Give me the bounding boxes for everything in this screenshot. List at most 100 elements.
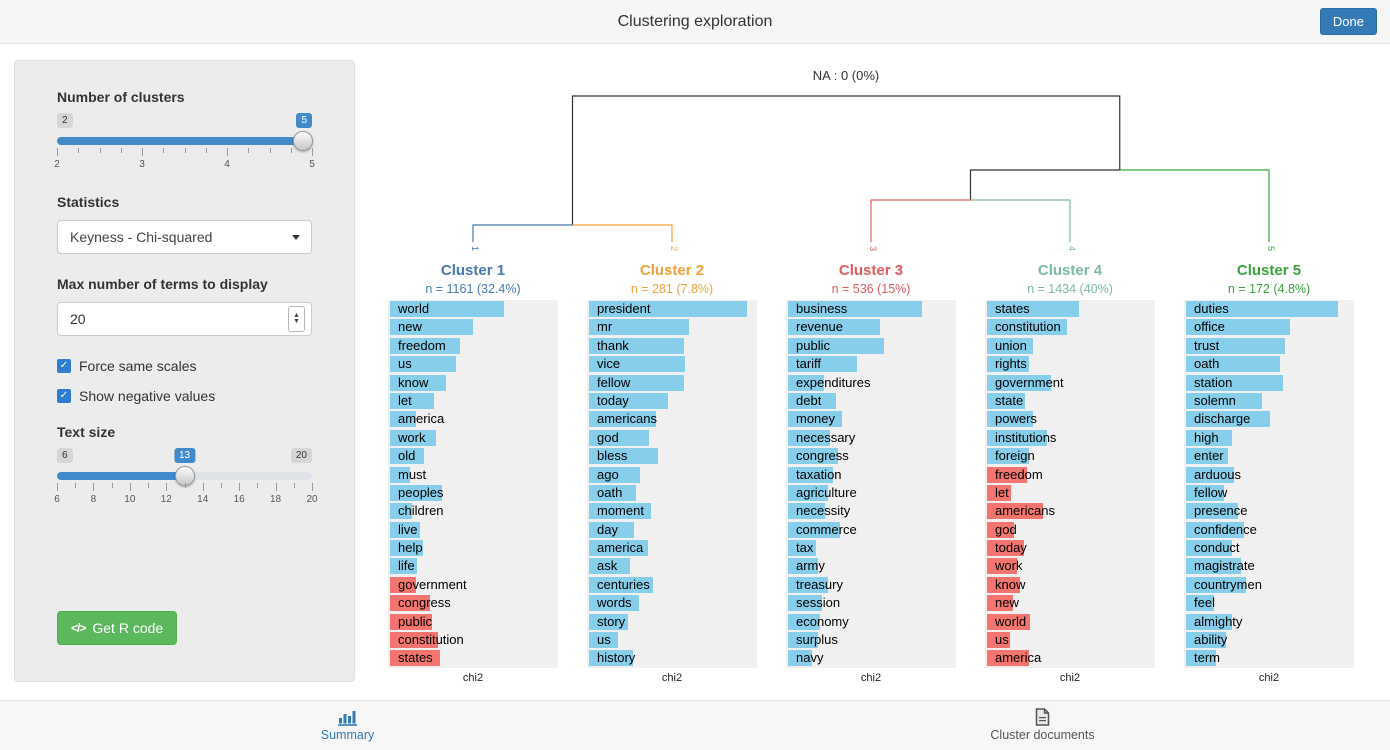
term-bar (589, 429, 649, 446)
dendrogram-branch (571, 95, 1121, 225)
clusters-slider-value-label: 5 (296, 113, 312, 128)
term-label: peoples (398, 484, 444, 500)
term-bar (788, 319, 880, 336)
term-bar (390, 503, 412, 520)
term-bar (788, 337, 884, 354)
term-row: discharge (1184, 410, 1354, 428)
term-bar (987, 319, 1067, 336)
tab-summary[interactable]: Summary (0, 701, 695, 750)
term-label: money (796, 411, 836, 427)
bar-chart-icon (0, 707, 695, 726)
term-bar (788, 429, 830, 446)
term-row: fellow (1184, 484, 1354, 502)
term-bar (987, 540, 1024, 557)
term-bar (788, 356, 857, 373)
term-row: foreign (985, 447, 1155, 465)
term-label: life (398, 558, 415, 574)
term-label: oath (597, 484, 623, 500)
term-label: old (398, 448, 416, 464)
term-bar (390, 429, 436, 446)
term-row: arduous (1184, 466, 1354, 484)
slider-tick (93, 483, 95, 491)
term-label: states (398, 650, 433, 666)
checkmark-icon: ✓ (57, 389, 71, 403)
term-label: fellow (1194, 484, 1228, 500)
max-terms-input[interactable]: 20 ▲ ▼ (57, 302, 312, 336)
term-row: world (388, 300, 558, 318)
term-row: work (388, 429, 558, 447)
term-row: today (985, 539, 1155, 557)
term-label: children (398, 503, 444, 519)
term-label: states (995, 301, 1030, 316)
term-row: treasury (786, 576, 956, 594)
clusters-slider-handle[interactable] (293, 131, 313, 151)
max-terms-stepper[interactable]: ▲ ▼ (288, 306, 305, 332)
term-bar (390, 484, 442, 501)
dendrogram-leaf-label: 2 (669, 246, 679, 251)
text-size-slider-track[interactable] (57, 466, 312, 486)
term-bar (987, 429, 1047, 446)
term-row: navy (786, 649, 956, 667)
get-r-code-button[interactable]: </> Get R code (57, 611, 178, 645)
cluster-title: Cluster 3 (838, 262, 904, 279)
force-same-scales-checkbox[interactable]: ✓ Force same scales (57, 358, 312, 374)
term-bar (589, 540, 648, 557)
term-bar (1186, 521, 1244, 538)
term-label: surplus (796, 632, 838, 648)
slider-tick-label: 20 (306, 494, 318, 505)
term-label: office (1194, 319, 1225, 335)
stepper-up-icon[interactable]: ▲ (293, 312, 300, 319)
term-bar (987, 650, 1029, 667)
show-negative-values-checkbox[interactable]: ✓ Show negative values (57, 388, 312, 404)
term-label: union (995, 337, 1027, 353)
term-label: congress (398, 595, 451, 611)
term-label: institutions (995, 429, 1057, 445)
cluster-terms-panel: duties office trust oath station solemn discha… (1184, 300, 1354, 668)
term-bar (1186, 356, 1280, 373)
term-label: government (995, 374, 1064, 390)
text-size-slider[interactable]: 6 13 20 6 8 10 12 14 16 18 20 (54, 448, 318, 511)
max-terms-value: 20 (70, 311, 86, 327)
sidebar: Number of clusters 2 5 2 3 4 5 Statistics K… (14, 60, 355, 682)
clusters-slider-track[interactable] (57, 131, 313, 151)
statistics-select[interactable]: Keyness - Chi-squared (57, 220, 312, 254)
term-label: congress (796, 448, 849, 464)
clusters-slider-fill (57, 137, 312, 145)
axis-label: chi2 (462, 672, 484, 684)
done-button[interactable]: Done (1319, 8, 1377, 35)
term-bar (788, 521, 840, 538)
term-label: economy (796, 613, 849, 629)
term-row: states (388, 649, 558, 667)
clusters-slider-chips: 2 5 (57, 113, 312, 130)
term-row: americans (985, 502, 1155, 520)
cluster-title: Cluster 5 (1236, 262, 1302, 279)
tab-cluster-documents[interactable]: Cluster documents (695, 701, 1390, 750)
term-label: magistrate (1194, 558, 1255, 574)
stepper-down-icon[interactable]: ▼ (293, 318, 300, 325)
term-row: money (786, 410, 956, 428)
term-row: americans (587, 410, 757, 428)
term-bar (1186, 595, 1214, 612)
term-label: freedom (398, 337, 446, 353)
term-row: let (985, 484, 1155, 502)
slider-tick (129, 483, 131, 491)
dendrogram-branch (870, 199, 971, 242)
term-row: congress (786, 447, 956, 465)
slider-tick (184, 483, 186, 488)
term-row: ago (587, 466, 757, 484)
text-size-slider-max-label: 20 (290, 448, 312, 463)
term-bar (987, 466, 1027, 483)
cluster-title: Cluster 1 (440, 262, 506, 279)
term-bar (390, 558, 417, 575)
dendrogram-branch (970, 199, 1071, 242)
cluster-n-label: n = 172 (4.8%) (1227, 282, 1311, 296)
clusters-slider[interactable]: 2 5 2 3 4 5 (54, 113, 315, 176)
term-row: centuries (587, 576, 757, 594)
term-bar (987, 374, 1051, 391)
term-bar (987, 503, 1043, 520)
term-bar (788, 301, 922, 317)
term-label: ask (597, 558, 618, 574)
term-bar (390, 613, 432, 630)
clusters-label: Number of clusters (57, 89, 185, 105)
term-label: americans (597, 411, 657, 427)
